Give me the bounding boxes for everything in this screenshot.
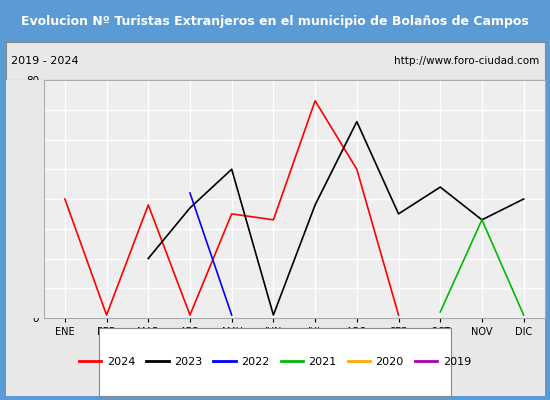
Legend: 2024, 2023, 2022, 2021, 2020, 2019: 2024, 2023, 2022, 2021, 2020, 2019 <box>75 352 475 372</box>
Text: http://www.foro-ciudad.com: http://www.foro-ciudad.com <box>394 56 539 66</box>
Text: Evolucion Nº Turistas Extranjeros en el municipio de Bolaños de Campos: Evolucion Nº Turistas Extranjeros en el … <box>21 14 529 28</box>
Text: 2019 - 2024: 2019 - 2024 <box>11 56 79 66</box>
